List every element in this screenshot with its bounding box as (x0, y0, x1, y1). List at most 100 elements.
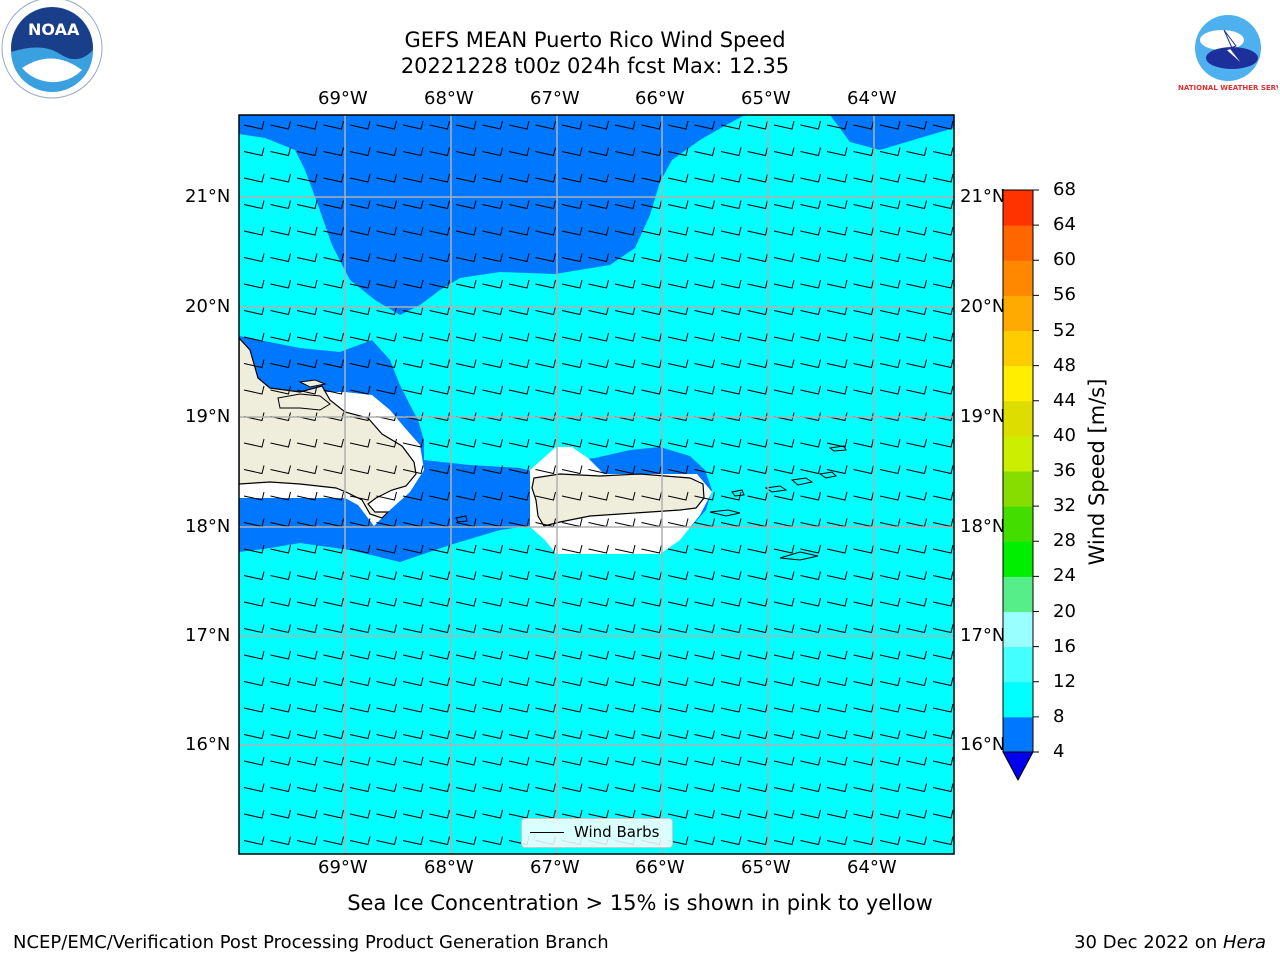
noaa-logo-text: NOAA (28, 20, 80, 39)
wind-barb (376, 438, 397, 448)
wind-barb (932, 253, 954, 263)
wind-barb (614, 624, 636, 634)
wind-barb (747, 120, 768, 130)
wind-barb (720, 120, 742, 130)
wind-barb (800, 120, 821, 130)
lat-tick-label-right: 17°N (960, 625, 1006, 646)
wind-barb (747, 650, 768, 660)
wind-barb (773, 491, 795, 501)
wind-barb (614, 173, 636, 183)
wind-barb (349, 253, 371, 263)
wind-barb (588, 597, 609, 607)
wind-barb (932, 279, 954, 289)
wind-barb (296, 226, 318, 236)
wind-barb (376, 412, 397, 422)
wind-barb (561, 226, 583, 236)
wind-barb (508, 200, 530, 210)
wind-barb (323, 597, 344, 607)
wind-barb (243, 438, 265, 448)
wind-barb (614, 385, 636, 395)
lat-tick-label-right: 20°N (960, 296, 1006, 317)
wind-barb (535, 253, 556, 263)
colorbar-title: Wind Speed [m/s] (1085, 378, 1109, 566)
wind-barb (349, 226, 371, 236)
wind-barb (508, 677, 530, 687)
wind-barb (270, 173, 291, 183)
wind-barb (879, 359, 901, 369)
wind-barb (879, 226, 901, 236)
wind-barb (879, 306, 901, 316)
wind-barb (323, 332, 344, 342)
wind-barb (535, 173, 556, 183)
wind-barb (296, 173, 318, 183)
wind-barb (720, 809, 742, 819)
wind-barb (243, 385, 265, 395)
wind-barb (800, 597, 821, 607)
wind-barb (455, 571, 477, 581)
wind-barb (800, 836, 821, 846)
wind-barb (826, 809, 848, 819)
colorbar-segment (1003, 225, 1033, 261)
wind-barb (667, 173, 689, 183)
colorbar-tick-label: 16 (1053, 635, 1076, 657)
wind-barb (773, 332, 795, 342)
wind-barb (906, 544, 927, 554)
wind-barb (879, 783, 901, 793)
wind-barb (614, 650, 636, 660)
wind-barb (747, 836, 768, 846)
wind-barb (667, 412, 689, 422)
wind-barb (296, 412, 318, 422)
wind-barb (402, 597, 424, 607)
wind-barb (588, 465, 609, 475)
colorbar-tick-label: 32 (1053, 495, 1076, 517)
wind-barb (376, 306, 397, 316)
wind-barb (323, 226, 344, 236)
wind-barb (588, 279, 609, 289)
wind-barb (773, 703, 795, 713)
wind-barb (906, 677, 927, 687)
wind-barb (747, 597, 768, 607)
blue-region-north (239, 115, 745, 315)
wind-barb (243, 756, 265, 766)
wind-barb (402, 544, 424, 554)
wind-barb (720, 624, 742, 634)
wind-barb (614, 332, 636, 342)
wind-barb (482, 809, 503, 819)
wind-barb (429, 465, 450, 475)
wind-barb (614, 306, 636, 316)
wind-barb (932, 359, 954, 369)
wind-barb (535, 385, 556, 395)
wind-barb (508, 624, 530, 634)
wind-barb (720, 385, 742, 395)
wind-barb (906, 147, 927, 157)
wind-barb (376, 226, 397, 236)
wind-barb (853, 306, 874, 316)
wind-barb (773, 836, 795, 846)
wind-barb (826, 412, 848, 422)
wind-barb (270, 359, 291, 369)
wind-barb (561, 279, 583, 289)
wind-barbs (243, 120, 954, 846)
wind-barb (508, 412, 530, 422)
wind-barb (853, 120, 874, 130)
wind-barb (906, 650, 927, 660)
wind-barb (694, 650, 715, 660)
wind-barb (747, 306, 768, 316)
wind-barb (932, 465, 954, 475)
wind-barb (614, 226, 636, 236)
lat-tick-label-left: 18°N (185, 516, 231, 537)
wind-barb (720, 544, 742, 554)
wind-barb (694, 306, 715, 316)
wind-barb (429, 544, 450, 554)
wind-barb (243, 703, 265, 713)
wind-barb (694, 597, 715, 607)
wind-barb (773, 809, 795, 819)
wind-barb (906, 253, 927, 263)
wind-barb (694, 836, 715, 846)
colorbar-segment (1003, 295, 1033, 331)
wind-barb (614, 544, 636, 554)
wind-barb (694, 359, 715, 369)
wind-barb (826, 438, 848, 448)
wind-barb (482, 624, 503, 634)
wind-barb (402, 624, 424, 634)
